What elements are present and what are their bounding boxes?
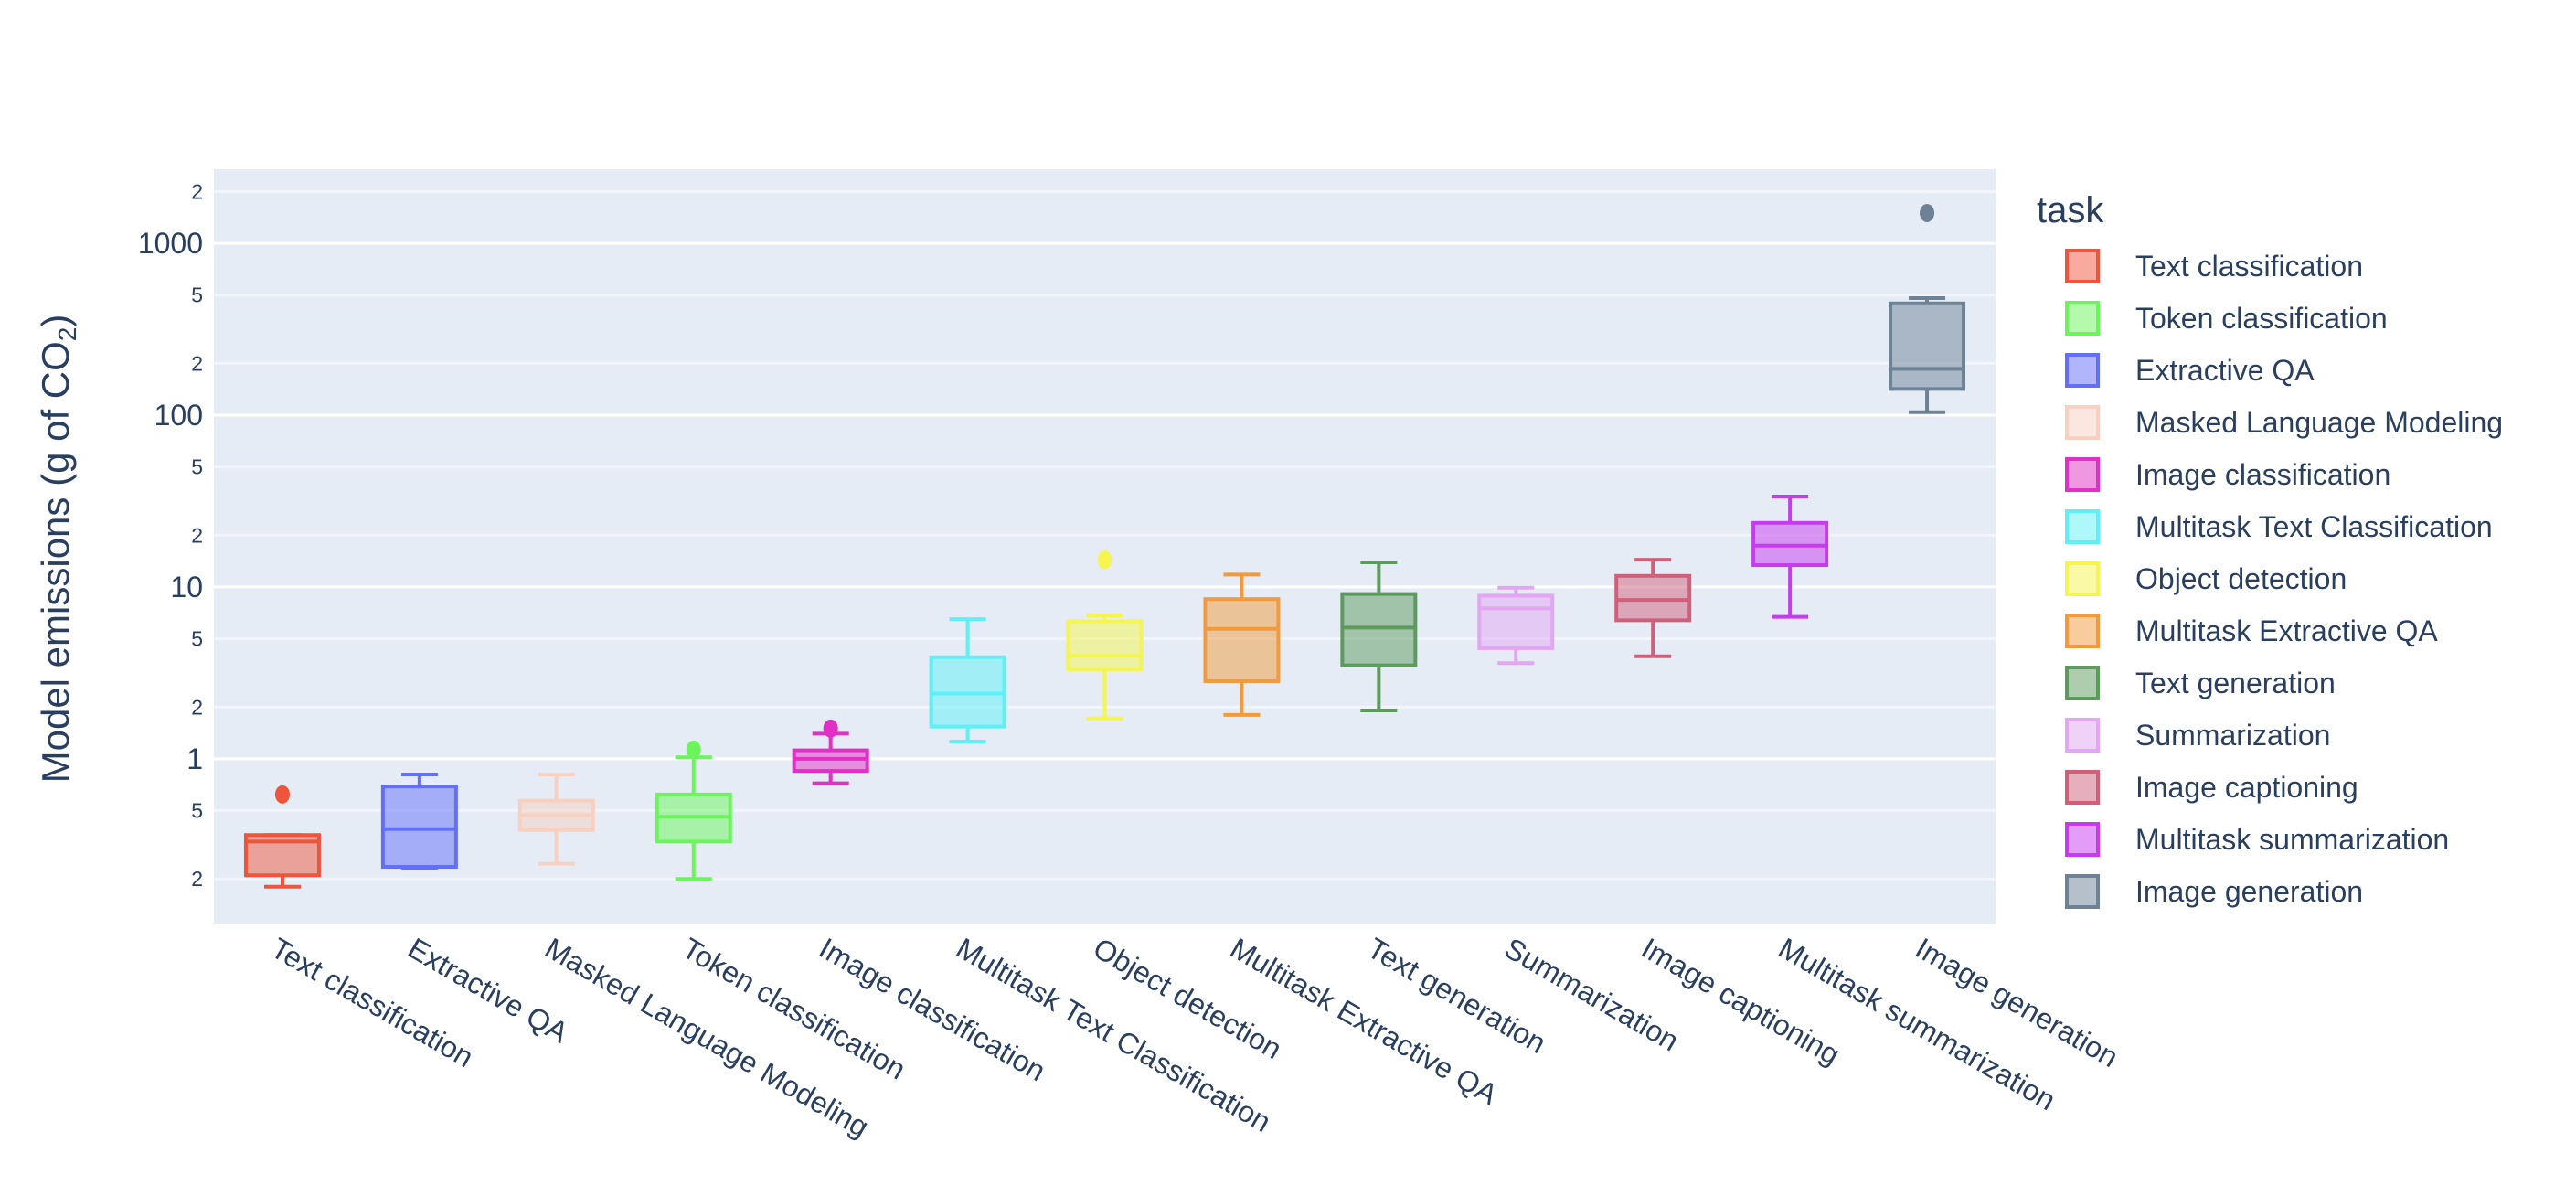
legend-item: Image captioning xyxy=(2065,770,2358,805)
box-summarization xyxy=(1477,585,1555,666)
y-minor-tick-label: 5 xyxy=(191,798,203,822)
legend-label: Image captioning xyxy=(2135,771,2358,804)
legend-swatch xyxy=(2065,353,2100,388)
legend-swatch xyxy=(2065,561,2100,596)
legend-title: task xyxy=(2037,190,2104,230)
box-iqr xyxy=(1066,619,1144,672)
box-image-captioning xyxy=(1614,558,1692,658)
y-minor-tick-label: 2 xyxy=(191,351,203,375)
legend-swatch xyxy=(2065,874,2100,909)
box-iqr xyxy=(1203,597,1281,683)
outlier-point xyxy=(1097,550,1112,570)
legend-item: Object detection xyxy=(2065,561,2347,596)
box-iqr xyxy=(1340,592,1418,667)
legend-swatch xyxy=(2065,249,2100,283)
box-text-classification xyxy=(243,785,321,889)
legend-label: Text classification xyxy=(2135,250,2363,283)
y-minor-tick-label: 5 xyxy=(191,626,203,650)
legend-item: Summarization xyxy=(2065,718,2330,753)
legend-label: Masked Language Modeling xyxy=(2135,406,2503,439)
outlier-point xyxy=(274,785,290,804)
legend-swatch xyxy=(2065,718,2100,753)
y-tick-label: 1000 xyxy=(138,227,203,260)
legend-swatch xyxy=(2065,614,2100,648)
y-minor-tick-label: 2 xyxy=(191,179,203,203)
y-axis-ticks: 1 10 100 1000 2 5 2 5 2 5 2 5 2 xyxy=(138,179,203,891)
legend-item: Image generation xyxy=(2065,874,2363,909)
y-tick-label: 1 xyxy=(186,742,203,775)
box-image-generation xyxy=(1889,203,1966,414)
x-tick-label: Token classification xyxy=(676,932,911,1086)
box-iqr xyxy=(1889,301,1966,391)
y-minor-tick-label: 5 xyxy=(191,455,203,479)
legend-swatch xyxy=(2065,509,2100,544)
legend-swatch xyxy=(2065,822,2100,857)
gridlines xyxy=(214,189,1996,881)
legend-label: Summarization xyxy=(2135,719,2330,752)
y-minor-tick-label: 2 xyxy=(191,867,203,891)
legend-item: Multitask Text Classification xyxy=(2065,509,2493,544)
y-tick-label: 10 xyxy=(170,571,203,603)
box-iqr xyxy=(792,748,869,774)
legend-label: Image classification xyxy=(2135,458,2390,491)
legend-item: Image classification xyxy=(2065,457,2390,492)
legend-swatch xyxy=(2065,405,2100,440)
legend-label: Multitask summarization xyxy=(2135,823,2449,856)
legend-item: Multitask Extractive QA xyxy=(2065,614,2438,648)
legend-item: Multitask summarization xyxy=(2065,822,2449,857)
legend-item: Masked Language Modeling xyxy=(2065,405,2503,440)
y-minor-tick-label: 5 xyxy=(191,283,203,307)
box-masked-language-modeling xyxy=(517,773,595,866)
y-tick-label: 100 xyxy=(154,399,203,432)
y-minor-tick-label: 2 xyxy=(191,695,203,719)
legend-swatch xyxy=(2065,666,2100,700)
boxes xyxy=(243,203,1966,889)
box-multitask-text-classification xyxy=(929,617,1006,743)
legend-item: Text generation xyxy=(2065,666,2336,700)
box-object-detection xyxy=(1066,550,1144,721)
y-minor-tick-label: 2 xyxy=(191,523,203,547)
box-text-generation xyxy=(1340,561,1418,713)
outlier-point xyxy=(686,740,701,759)
legend-swatch xyxy=(2065,301,2100,336)
legend-label: Text generation xyxy=(2135,667,2336,699)
legend-label: Image generation xyxy=(2135,875,2363,908)
box-image-classification xyxy=(792,719,869,785)
legend-label: Multitask Extractive QA xyxy=(2135,614,2438,647)
outlier-point xyxy=(1920,203,1935,222)
box-multitask-extractive-qa xyxy=(1203,572,1281,717)
legend-item: Extractive QA xyxy=(2065,353,2315,388)
y-axis-title: Model emissions (g of CO2) xyxy=(34,315,81,784)
box-iqr xyxy=(380,785,458,870)
legend-swatch xyxy=(2065,770,2100,805)
legend: Text classification Token classification E… xyxy=(2065,249,2503,909)
legend-swatch xyxy=(2065,457,2100,492)
box-token-classification xyxy=(655,740,732,881)
legend-item: Text classification xyxy=(2065,249,2363,283)
legend-label: Multitask Text Classification xyxy=(2135,510,2493,543)
legend-item: Token classification xyxy=(2065,301,2388,336)
legend-label: Token classification xyxy=(2135,302,2388,335)
outlier-point xyxy=(823,719,838,738)
box-multitask-summarization xyxy=(1751,495,1829,619)
box-iqr xyxy=(1477,593,1555,650)
box-iqr xyxy=(1614,573,1692,623)
box-extractive-qa xyxy=(380,773,458,870)
x-tick-label: Image classification xyxy=(814,932,1051,1088)
legend-label: Object detection xyxy=(2135,562,2347,595)
legend-label: Extractive QA xyxy=(2135,354,2315,387)
